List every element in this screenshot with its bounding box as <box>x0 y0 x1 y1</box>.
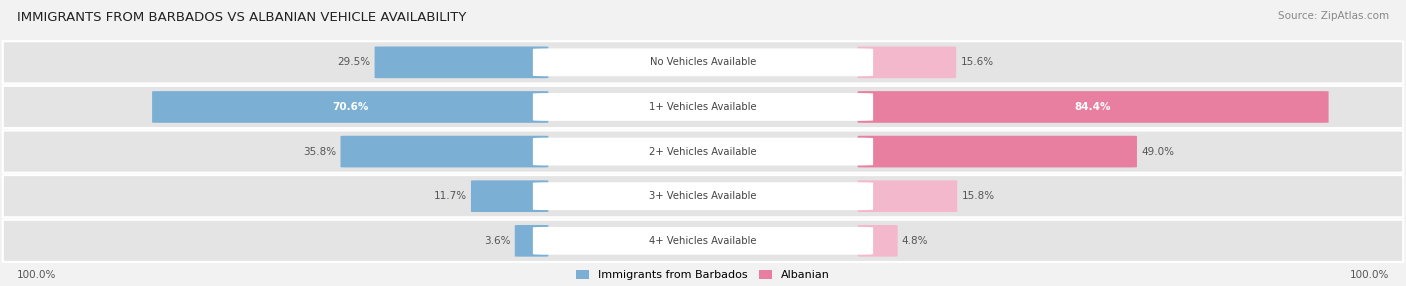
FancyBboxPatch shape <box>533 93 873 121</box>
FancyBboxPatch shape <box>3 130 1403 173</box>
FancyBboxPatch shape <box>152 91 548 123</box>
Text: 35.8%: 35.8% <box>304 147 336 156</box>
Text: 3+ Vehicles Available: 3+ Vehicles Available <box>650 191 756 201</box>
Legend: Immigrants from Barbados, Albanian: Immigrants from Barbados, Albanian <box>576 270 830 281</box>
FancyBboxPatch shape <box>3 220 1403 262</box>
Text: 1+ Vehicles Available: 1+ Vehicles Available <box>650 102 756 112</box>
FancyBboxPatch shape <box>3 41 1403 84</box>
Text: No Vehicles Available: No Vehicles Available <box>650 57 756 67</box>
FancyBboxPatch shape <box>3 86 1403 128</box>
Text: IMMIGRANTS FROM BARBADOS VS ALBANIAN VEHICLE AVAILABILITY: IMMIGRANTS FROM BARBADOS VS ALBANIAN VEH… <box>17 11 467 24</box>
Text: 49.0%: 49.0% <box>1142 147 1174 156</box>
FancyBboxPatch shape <box>471 180 548 212</box>
FancyBboxPatch shape <box>858 225 897 257</box>
Text: 84.4%: 84.4% <box>1074 102 1111 112</box>
Text: 15.8%: 15.8% <box>962 191 994 201</box>
FancyBboxPatch shape <box>533 227 873 255</box>
Text: 70.6%: 70.6% <box>332 102 368 112</box>
FancyBboxPatch shape <box>533 138 873 166</box>
FancyBboxPatch shape <box>533 182 873 210</box>
Text: 4.8%: 4.8% <box>901 236 928 246</box>
FancyBboxPatch shape <box>515 225 548 257</box>
FancyBboxPatch shape <box>858 47 956 78</box>
Text: 15.6%: 15.6% <box>960 57 994 67</box>
Text: 11.7%: 11.7% <box>433 191 467 201</box>
Text: 100.0%: 100.0% <box>1350 270 1389 279</box>
Text: 29.5%: 29.5% <box>337 57 370 67</box>
Text: 3.6%: 3.6% <box>484 236 510 246</box>
Text: 4+ Vehicles Available: 4+ Vehicles Available <box>650 236 756 246</box>
Text: 2+ Vehicles Available: 2+ Vehicles Available <box>650 147 756 156</box>
Text: Source: ZipAtlas.com: Source: ZipAtlas.com <box>1278 11 1389 21</box>
FancyBboxPatch shape <box>858 180 957 212</box>
FancyBboxPatch shape <box>3 175 1403 217</box>
Text: 100.0%: 100.0% <box>17 270 56 279</box>
FancyBboxPatch shape <box>858 91 1329 123</box>
FancyBboxPatch shape <box>340 136 548 167</box>
FancyBboxPatch shape <box>374 47 548 78</box>
FancyBboxPatch shape <box>533 48 873 76</box>
FancyBboxPatch shape <box>858 136 1137 167</box>
